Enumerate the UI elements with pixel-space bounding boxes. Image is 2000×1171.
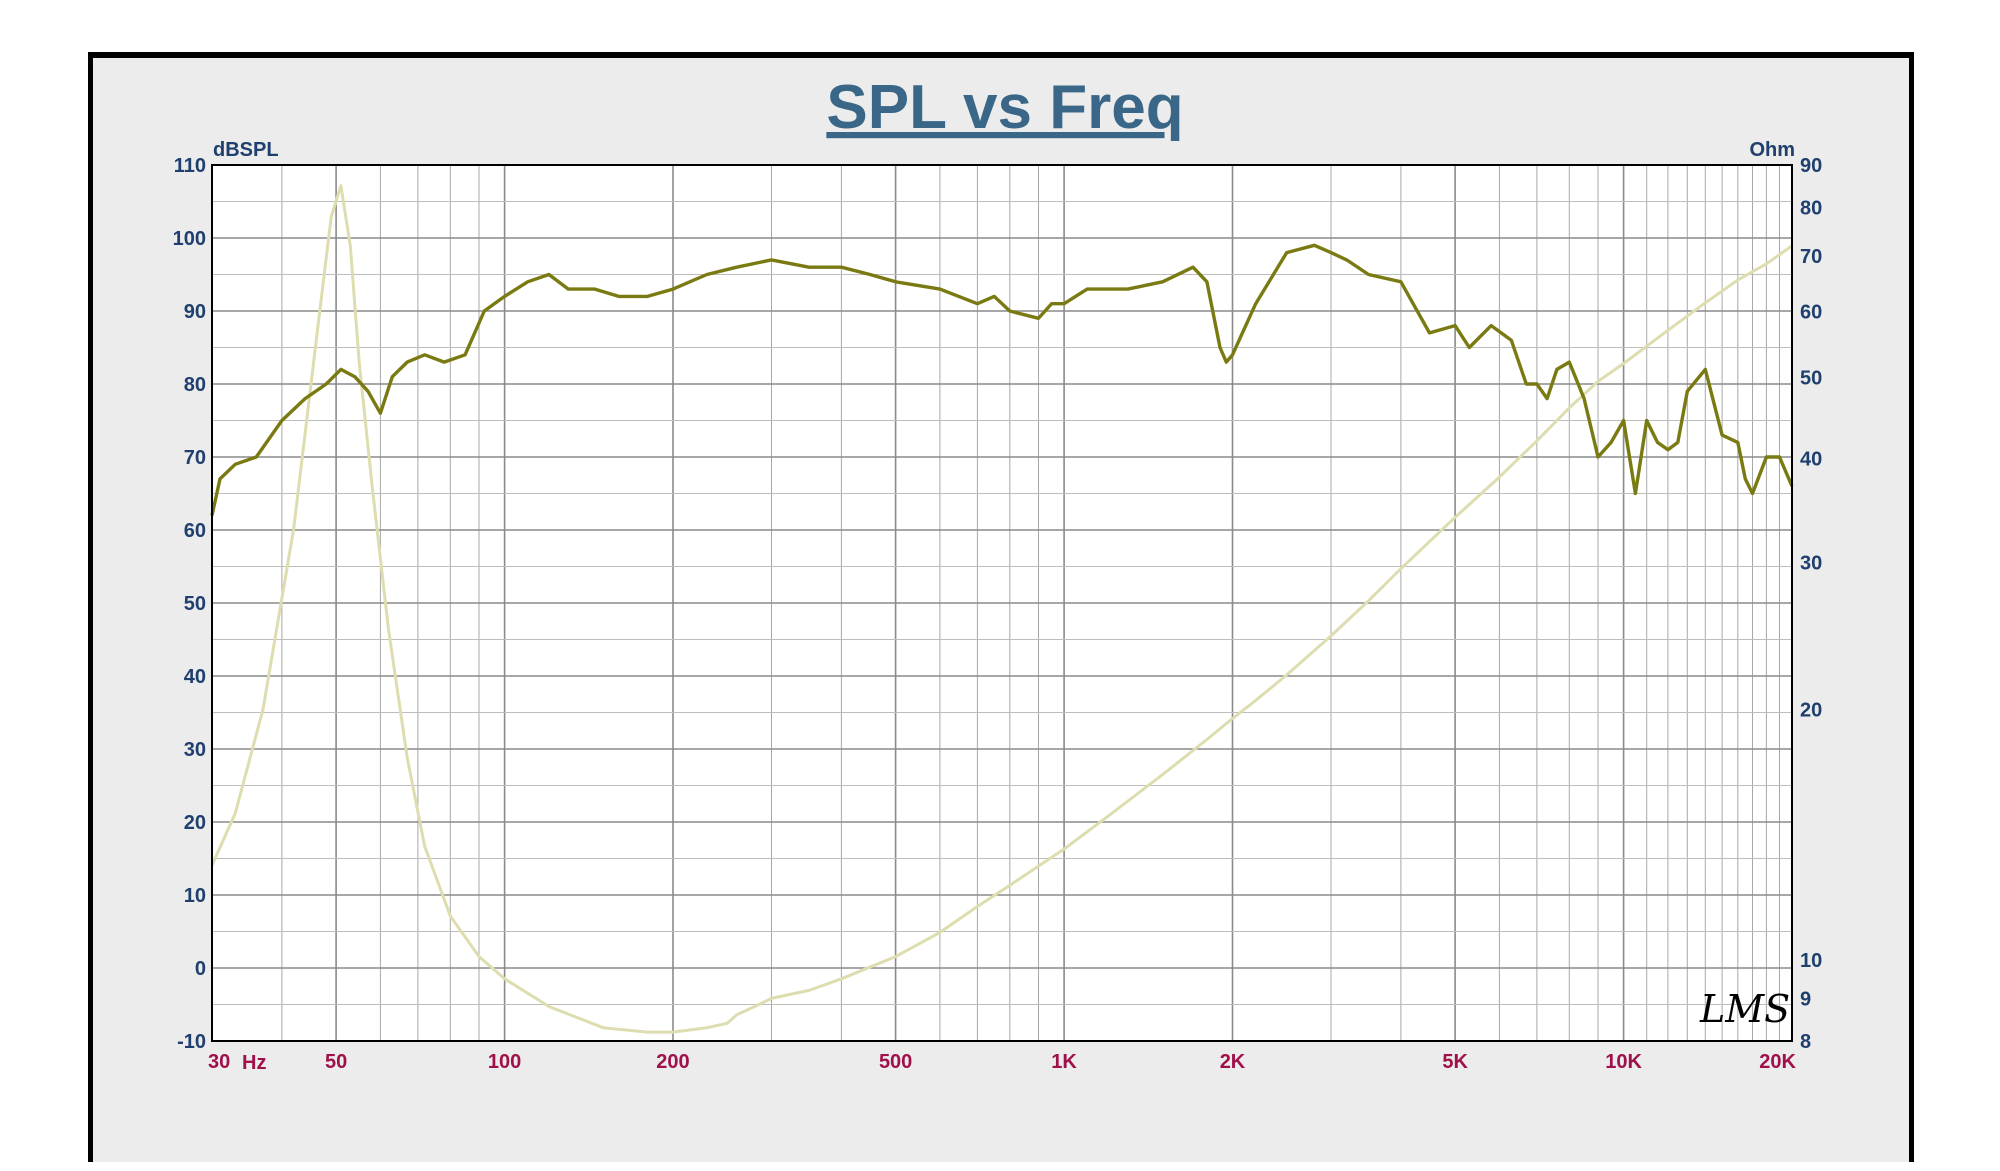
y-right-tick-label: 60 [1800,302,1822,324]
series-layer [210,184,1794,1034]
y-right-tick-label: 40 [1800,448,1822,470]
x-tick-label: 500 [879,1051,912,1073]
y-left-tick-label: 20 [184,812,206,834]
x-tick-label: 20K [1759,1051,1796,1073]
spl-series-line [210,243,1794,516]
y-right-tick-label: 10 [1800,950,1822,972]
y-right-tick-label: 30 [1800,553,1822,575]
y-right-tick-label: 20 [1800,699,1822,721]
impedance-series-line [210,184,1793,1034]
x-tick-label: 30 [208,1051,230,1073]
y-left-tick-label: 100 [173,228,206,250]
y-left-tick-label: 110 [174,155,206,177]
grid-lines [211,164,1793,1042]
x-tick-label: 200 [656,1051,689,1073]
x-tick-label: 1K [1051,1051,1077,1073]
y-left-tick-label: 40 [184,666,206,688]
chart-title: SPL vs Freq [826,73,1183,142]
y-right-tick-label: 50 [1800,368,1822,390]
lms-signature: LMS [1699,987,1790,1031]
x-tick-label: 50 [325,1051,347,1073]
y-left-axis-label: dBSPL [213,139,279,161]
y-left-tick-label: -10 [177,1031,206,1053]
y-right-tick-label: 70 [1800,246,1822,268]
x-tick-label: 100 [488,1051,521,1073]
y-left-tick-label: 0 [195,958,206,980]
x-tick-label: 5K [1442,1051,1468,1073]
x-tick-label: 2K [1220,1051,1246,1073]
y-left-tick-label: 80 [184,374,206,396]
y-right-tick-label: 80 [1800,198,1822,220]
y-left-tick-label: 60 [184,520,206,542]
tick-labels: 1101009080706050403020100-10908070605040… [173,155,1823,1073]
y-right-tick-label: 9 [1800,988,1811,1010]
y-left-tick-label: 70 [184,447,206,469]
plot-border [211,164,1793,1042]
y-right-axis-label: Ohm [1749,139,1795,161]
y-right-tick-label: 90 [1800,155,1822,177]
y-right-tick-label: 8 [1800,1031,1811,1053]
x-tick-label: 10K [1605,1051,1642,1073]
y-left-tick-label: 90 [184,301,206,323]
x-axis-unit-label: Hz [242,1052,266,1074]
y-left-tick-label: 50 [184,593,206,615]
y-left-tick-label: 30 [184,739,206,761]
y-left-tick-label: 10 [184,885,206,907]
